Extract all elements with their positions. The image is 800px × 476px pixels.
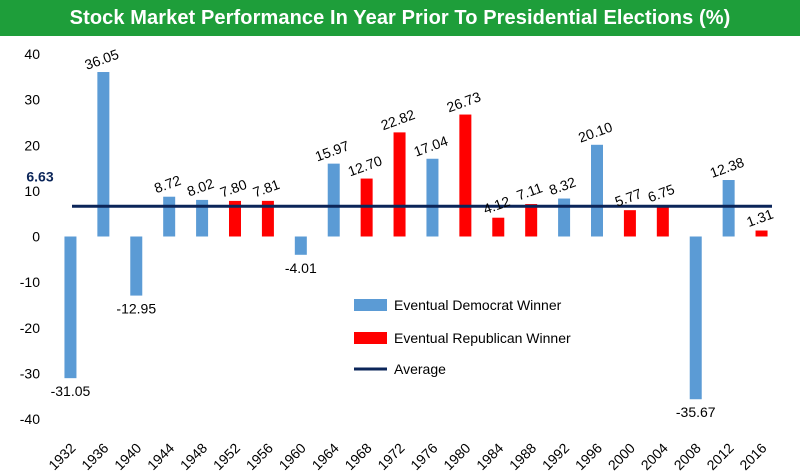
data-label: 26.73 bbox=[444, 88, 483, 115]
x-tick-label: 1940 bbox=[111, 440, 144, 473]
bar bbox=[229, 200, 241, 237]
legend-swatch-democrat bbox=[354, 299, 387, 311]
data-label: 7.81 bbox=[251, 176, 282, 200]
y-tick-label: 40 bbox=[24, 46, 40, 62]
bar bbox=[623, 210, 636, 237]
bar bbox=[261, 200, 274, 237]
y-tick-label: -20 bbox=[20, 320, 40, 336]
data-label: -12.95 bbox=[116, 301, 156, 317]
data-label: -35.67 bbox=[676, 404, 716, 420]
x-tick-label: 1972 bbox=[374, 440, 407, 473]
bar bbox=[459, 114, 472, 237]
chart-title: Stock Market Performance In Year Prior T… bbox=[69, 6, 731, 29]
bar bbox=[689, 236, 702, 400]
legend-label-democrat: Eventual Democrat Winner bbox=[394, 297, 562, 313]
data-label: 8.02 bbox=[185, 175, 216, 199]
bar bbox=[722, 180, 735, 237]
x-tick-label: 1960 bbox=[276, 440, 309, 473]
bar bbox=[64, 236, 77, 379]
data-label: 22.82 bbox=[379, 106, 418, 133]
bar bbox=[327, 163, 340, 237]
bar bbox=[196, 199, 209, 237]
x-tick-label: 1976 bbox=[407, 440, 440, 473]
data-label: 20.10 bbox=[576, 119, 615, 146]
x-tick-label: 1932 bbox=[45, 440, 78, 473]
x-tick-label: 1980 bbox=[440, 440, 473, 473]
x-tick-label: 1968 bbox=[341, 440, 374, 473]
x-tick-label: 2008 bbox=[671, 440, 704, 473]
bar bbox=[426, 158, 439, 237]
x-tick-label: 1936 bbox=[78, 440, 111, 473]
y-tick-label: 10 bbox=[24, 183, 40, 199]
data-label: 12.38 bbox=[708, 154, 747, 181]
bar bbox=[163, 196, 176, 237]
data-label: 12.70 bbox=[346, 152, 385, 179]
data-label: 17.04 bbox=[412, 132, 451, 159]
bar bbox=[558, 198, 571, 237]
y-tick-label: -30 bbox=[20, 365, 40, 381]
y-tick-label: -40 bbox=[20, 411, 40, 427]
bar bbox=[656, 205, 669, 237]
data-label: 4.12 bbox=[481, 193, 512, 217]
y-tick-label: 30 bbox=[24, 92, 40, 108]
bar bbox=[591, 144, 603, 237]
data-label: 7.80 bbox=[218, 176, 249, 200]
bar bbox=[97, 72, 110, 237]
bar bbox=[393, 132, 406, 237]
bar bbox=[525, 204, 538, 237]
y-tick-label: 20 bbox=[24, 137, 40, 153]
x-tick-label: 1988 bbox=[506, 440, 539, 473]
chart-title-bar: Stock Market Performance In Year Prior T… bbox=[0, 0, 800, 36]
data-label: -4.01 bbox=[285, 260, 317, 276]
y-tick-label: -10 bbox=[20, 274, 40, 290]
x-tick-label: 1964 bbox=[309, 440, 342, 473]
y-tick-label: 0 bbox=[32, 229, 40, 245]
x-tick-label: 2000 bbox=[605, 440, 638, 473]
x-tick-label: 2012 bbox=[703, 440, 736, 473]
bar bbox=[492, 217, 505, 237]
data-label: -31.05 bbox=[51, 383, 91, 399]
legend-label-republican: Eventual Republican Winner bbox=[394, 330, 571, 346]
x-tick-label: 1948 bbox=[177, 440, 210, 473]
data-label: 8.32 bbox=[547, 174, 578, 198]
data-label: 1.31 bbox=[744, 206, 775, 230]
x-tick-label: 1956 bbox=[243, 440, 276, 473]
data-label: 15.97 bbox=[313, 137, 352, 164]
bar bbox=[755, 230, 768, 237]
x-tick-label: 1952 bbox=[210, 440, 243, 473]
data-label: 6.75 bbox=[646, 181, 677, 205]
data-label: 36.05 bbox=[82, 46, 121, 73]
bar bbox=[294, 236, 307, 255]
x-tick-label: 1944 bbox=[144, 440, 177, 473]
x-tick-label: 2004 bbox=[638, 440, 671, 473]
x-tick-label: 1984 bbox=[473, 440, 506, 473]
bar bbox=[130, 236, 143, 296]
average-value-label: 6.63 bbox=[26, 168, 53, 184]
x-tick-label: 2016 bbox=[736, 440, 769, 473]
x-tick-label: 1992 bbox=[539, 440, 572, 473]
x-tick-label: 1996 bbox=[572, 440, 605, 473]
data-label: 7.11 bbox=[514, 179, 544, 203]
legend-swatch-republican bbox=[354, 332, 387, 344]
legend-label-average: Average bbox=[394, 361, 446, 377]
data-label: 8.72 bbox=[152, 172, 183, 196]
